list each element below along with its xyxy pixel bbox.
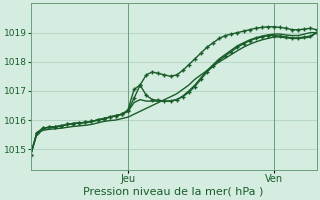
X-axis label: Pression niveau de la mer( hPa ): Pression niveau de la mer( hPa ) (84, 187, 264, 197)
